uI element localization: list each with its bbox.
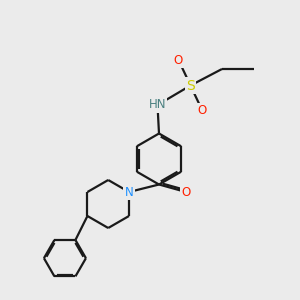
Text: O: O [198, 104, 207, 118]
Text: O: O [174, 53, 183, 67]
Text: HN: HN [149, 98, 166, 112]
Text: N: N [124, 185, 134, 199]
Text: S: S [186, 79, 195, 92]
Text: O: O [182, 185, 190, 199]
